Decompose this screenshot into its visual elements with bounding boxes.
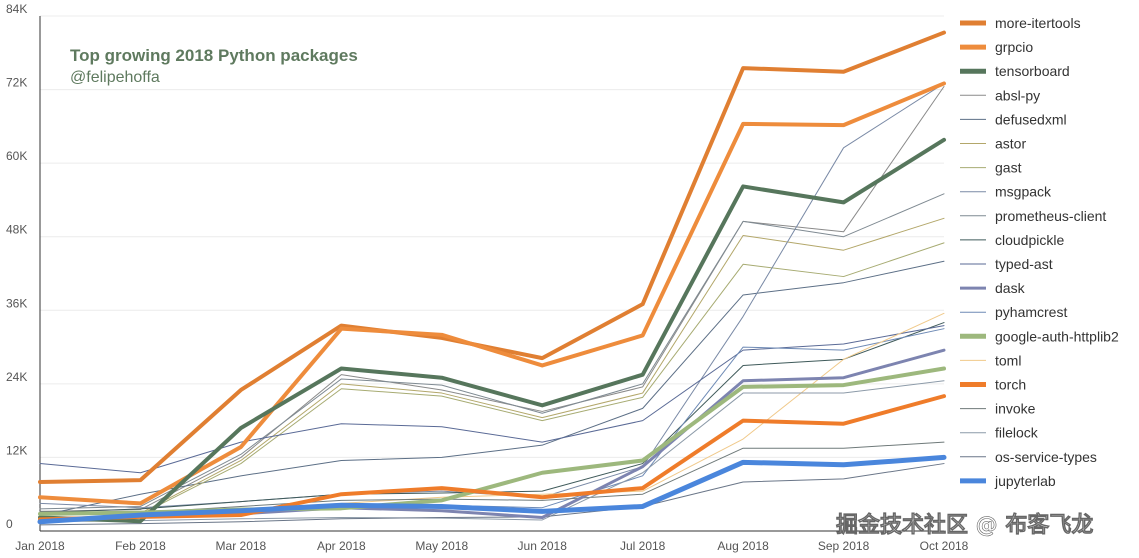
series-line-msgpack <box>39 82 945 509</box>
y-tick-label: 12K <box>6 443 27 457</box>
legend-label: defusedxml <box>995 111 1067 127</box>
y-tick-label: 36K <box>6 296 27 310</box>
legend-label: more-itertools <box>995 15 1081 31</box>
x-tick-label: Feb 2018 <box>115 539 166 553</box>
legend-label: grpcio <box>995 39 1033 55</box>
legend-label: dask <box>995 280 1026 296</box>
watermark: 掘金技术社区 @ 布客飞龙 <box>836 512 1093 538</box>
series-line-invoke <box>39 441 945 514</box>
x-tick-label: May 2018 <box>415 539 468 553</box>
x-tick-label: Jan 2018 <box>15 539 65 553</box>
x-tick-label: Sep 2018 <box>818 539 870 553</box>
series-line-grpcio <box>38 81 946 506</box>
y-tick-label: 24K <box>6 370 27 384</box>
series-line-astor <box>39 217 945 516</box>
x-tick-label: Apr 2018 <box>317 539 366 553</box>
x-tick-label: Aug 2018 <box>717 539 769 553</box>
legend-label: prometheus-client <box>995 208 1106 224</box>
series-line-defusedxml <box>39 260 945 517</box>
y-tick-label: 84K <box>6 2 27 16</box>
legend-label: jupyterlab <box>994 473 1056 489</box>
legend-label: google-auth-httplib2 <box>995 328 1119 344</box>
legend-label: msgpack <box>995 184 1052 200</box>
y-axis-ticks: 0 12K 24K 36K 48K 60K 72K 84K <box>6 2 27 531</box>
series-line-gast <box>39 242 945 515</box>
series-line-jupyterlab <box>37 454 947 525</box>
series-lines <box>37 30 947 526</box>
legend-label: gast <box>995 160 1022 176</box>
legend-label: toml <box>995 352 1021 368</box>
series-line-more-itertools <box>38 30 946 484</box>
legend-label: astor <box>995 136 1026 152</box>
legend-label: absl-py <box>995 87 1040 103</box>
series-line-absl-py <box>39 86 945 512</box>
x-tick-label: Jul 2018 <box>620 539 666 553</box>
chart-subtitle: @felipehoffa <box>70 69 160 86</box>
series-line-torch <box>38 394 946 522</box>
y-tick-label: 48K <box>6 223 27 237</box>
gridlines <box>40 15 944 458</box>
legend-label: cloudpickle <box>995 232 1064 248</box>
legend-label: os-service-types <box>995 449 1097 465</box>
legend-label: pyhamcrest <box>995 304 1067 320</box>
series-line-prometheus-client <box>39 193 945 510</box>
legend-label: torch <box>995 377 1026 393</box>
series-line-filelock <box>39 380 945 523</box>
series-line-os-service-types <box>39 463 945 526</box>
legend-label: filelock <box>995 425 1039 441</box>
y-tick-label: 0 <box>6 517 13 531</box>
y-tick-label: 60K <box>6 149 27 163</box>
x-axis-ticks: Jan 2018 Feb 2018 Mar 2018 Apr 2018 May 2018… <box>15 539 968 553</box>
legend: more-itertools grpcio tensorboard absl-py de… <box>960 15 1119 489</box>
x-tick-label: Oct 2018 <box>920 539 969 553</box>
legend-label: tensorboard <box>995 63 1070 79</box>
legend-label: typed-ast <box>995 256 1053 272</box>
series-line-typed-ast <box>39 325 945 474</box>
legend-label: invoke <box>995 401 1036 417</box>
y-tick-label: 72K <box>6 76 27 90</box>
x-tick-label: Mar 2018 <box>216 539 267 553</box>
chart-title: Top growing 2018 Python packages <box>70 46 358 65</box>
x-tick-label: Jun 2018 <box>518 539 568 553</box>
series-line-tensorboard <box>38 137 946 524</box>
